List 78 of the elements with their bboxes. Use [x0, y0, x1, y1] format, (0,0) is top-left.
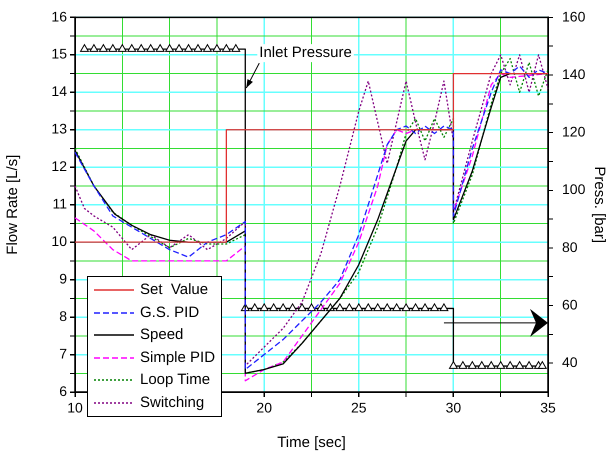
- point: [411, 303, 420, 312]
- legend-label: Simple PID: [140, 348, 216, 368]
- point: [80, 44, 89, 52]
- point: [496, 361, 506, 369]
- point: [165, 44, 174, 52]
- point: [506, 361, 515, 369]
- point: [373, 303, 382, 312]
- y-tick-label: 7: [59, 345, 68, 362]
- point: [298, 303, 306, 312]
- point: [449, 361, 458, 369]
- point: [307, 303, 316, 312]
- point: [430, 303, 439, 312]
- point: [524, 361, 534, 369]
- y-tick-label: 10: [51, 233, 68, 250]
- x-tick-label: 20: [256, 399, 272, 416]
- point: [440, 303, 448, 312]
- point: [335, 303, 344, 312]
- point: [458, 361, 468, 369]
- y-tick-label: 6: [59, 382, 68, 399]
- y-tick-label: 13: [51, 120, 68, 137]
- y2-tick-label: 40: [562, 354, 578, 370]
- legend-label: Speed: [140, 325, 184, 345]
- point: [156, 44, 165, 52]
- point: [364, 303, 373, 312]
- point: [354, 303, 364, 312]
- point: [222, 44, 231, 52]
- point: [278, 303, 288, 312]
- y2-tick-label: 100: [562, 181, 586, 198]
- legend-label: Loop Time: [140, 370, 210, 390]
- y-tick-label: 14: [51, 83, 68, 100]
- y2-tick-label: 120: [562, 124, 586, 140]
- point: [203, 44, 212, 52]
- point: [194, 44, 202, 52]
- y-tick-label: 12: [51, 158, 68, 174]
- point: [212, 44, 222, 52]
- point: [477, 361, 486, 369]
- y2-axis-title: Press. [bar]: [590, 166, 608, 244]
- point: [146, 44, 156, 52]
- point: [98, 44, 108, 52]
- point: [136, 44, 146, 52]
- point: [231, 44, 240, 52]
- point: [486, 361, 496, 369]
- series-label: Inlet Pressure: [259, 44, 352, 62]
- point: [250, 303, 260, 312]
- y2-tick-label: 80: [562, 238, 578, 255]
- point: [468, 361, 477, 369]
- point: [382, 303, 392, 312]
- y2-tick-label: 140: [562, 66, 586, 82]
- legend-label: G.S. PID: [140, 302, 200, 322]
- x-tick-label: 35: [540, 399, 556, 416]
- point: [108, 44, 118, 52]
- point: [127, 44, 136, 52]
- point: [392, 303, 402, 312]
- point: [174, 44, 184, 52]
- point: [288, 303, 297, 312]
- legend-label: Set Value: [140, 280, 208, 300]
- y2-tick-label: 160: [562, 8, 586, 24]
- y-tick-label: 8: [59, 308, 68, 324]
- y-tick-label: 15: [51, 46, 68, 62]
- point: [420, 303, 430, 312]
- point: [118, 44, 127, 52]
- y-tick-label: 16: [51, 8, 68, 24]
- y-tick-label: 9: [59, 270, 68, 286]
- point: [538, 361, 547, 369]
- point: [260, 303, 269, 312]
- point: [515, 361, 524, 369]
- x-axis-title: Time [sec]: [277, 434, 346, 452]
- point: [184, 44, 193, 52]
- legend-label: Switching: [140, 392, 204, 412]
- y2-tick-label: 60: [562, 296, 578, 312]
- point: [90, 44, 98, 52]
- point: [344, 303, 354, 312]
- y-tick-label: 11: [52, 196, 68, 212]
- x-tick-label: 25: [351, 399, 367, 416]
- point: [402, 303, 410, 312]
- point: [269, 303, 278, 312]
- y-axis-title: Flow Rate [L/s]: [4, 154, 22, 255]
- x-tick-label: 30: [446, 399, 462, 416]
